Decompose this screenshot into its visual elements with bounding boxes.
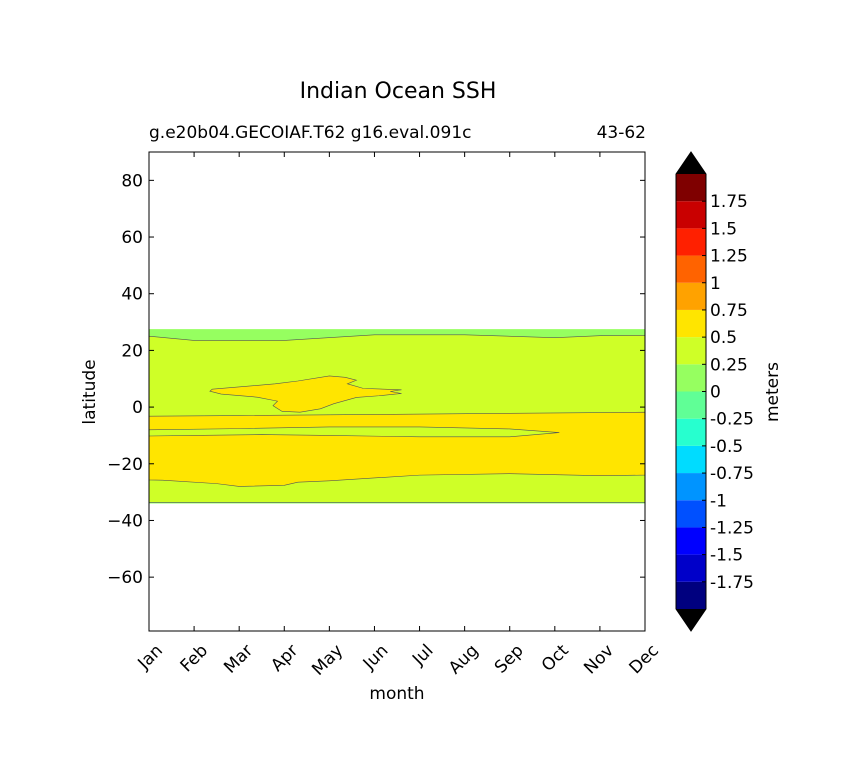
- y-axis-label: latitude: [80, 359, 100, 424]
- x-tick-label: Feb: [177, 641, 212, 676]
- x-tick-label: Mar: [220, 641, 257, 678]
- colorbar-swatch: [676, 337, 706, 365]
- colorbar-swatch: [676, 228, 706, 256]
- ssh-region-3: [149, 426, 560, 438]
- y-axis: 80 60 40 20 0 −20 −40 −60: [107, 171, 645, 588]
- colorbar-swatch: [676, 201, 706, 229]
- y-tick-label: −40: [107, 511, 143, 531]
- colorbar-swatch: [676, 364, 706, 392]
- x-tick-label: May: [308, 641, 347, 680]
- colorbar-outline: [675, 151, 707, 632]
- colorbar-tick-label: -1.5: [710, 546, 743, 566]
- colorbar-tick-label: 0.75: [710, 301, 748, 321]
- colorbar-swatch: [676, 282, 706, 310]
- plot-area: [149, 329, 645, 504]
- y-tick-label: 80: [121, 171, 143, 191]
- x-tick-label: Jan: [134, 641, 167, 674]
- y-tick-label: 20: [121, 341, 143, 361]
- colorbar-tick-label: -0.25: [710, 410, 754, 430]
- colorbar-swatch: [676, 309, 706, 338]
- ssh-region-4: [209, 375, 402, 413]
- colorbar-swatch: [676, 581, 706, 609]
- colorbar-tick-label: 0.25: [710, 355, 748, 375]
- x-tick-label: Aug: [445, 641, 483, 679]
- colorbar-extend-min: [676, 609, 706, 631]
- colorbar-tick-label: 1.25: [710, 247, 748, 267]
- colorbar-tick-label: -1.75: [710, 573, 754, 593]
- x-tick-label: Dec: [626, 641, 663, 678]
- x-tick-label: Apr: [267, 641, 302, 676]
- y-tick-label: 40: [121, 285, 143, 305]
- colorbar-tick-label: 1.5: [710, 219, 737, 239]
- x-tick-label: Jul: [408, 641, 437, 670]
- y-tick-label: 0: [132, 398, 143, 418]
- colorbar-swatch: [676, 554, 706, 582]
- y-tick-label: −20: [107, 455, 143, 475]
- x-tick-label: Nov: [580, 641, 618, 679]
- colorbar-extend-max: [676, 152, 706, 174]
- colorbar-tick-label: 1: [710, 274, 721, 294]
- colorbar-label: meters: [763, 362, 783, 422]
- colorbar-swatch: [676, 391, 706, 419]
- colorbar-swatch: [676, 527, 706, 555]
- colorbar-swatch: [676, 473, 706, 501]
- chart-subtitle-right: 43-62: [597, 123, 646, 143]
- colorbar-swatch: [676, 174, 706, 202]
- colorbar-swatch: [676, 500, 706, 528]
- x-axis-label: month: [369, 684, 424, 704]
- colorbar-tick-label: -1.25: [710, 518, 754, 538]
- x-tick-label: Jun: [359, 641, 393, 675]
- colorbar-swatch: [676, 445, 706, 474]
- colorbar-tick-label: -1: [710, 491, 727, 511]
- y-tick-label: 60: [121, 228, 143, 248]
- colorbar-tick-label: 0: [710, 383, 721, 403]
- x-tick-label: Sep: [491, 641, 528, 678]
- chart-title: Indian Ocean SSH: [300, 79, 497, 104]
- ssh-region-2: [149, 411, 645, 487]
- y-tick-label: −60: [107, 568, 143, 588]
- colorbar-tick-label: -0.75: [710, 464, 754, 484]
- x-tick-label: Oct: [538, 641, 573, 676]
- colorbar-tick-label: 1.75: [710, 192, 748, 212]
- plot-frame: [148, 151, 646, 632]
- colorbar-swatch: [676, 418, 706, 446]
- colorbar-tick-label: -0.5: [710, 437, 743, 457]
- chart-subtitle-left: g.e20b04.GECOIAF.T62 g16.eval.091c: [149, 123, 471, 143]
- colorbar: 1.75 1.5 1.25 1 0.75 0.5 0.25 0 -0.25 -0.5 -0.75 -1…: [675, 151, 754, 632]
- colorbar-swatch: [676, 255, 706, 283]
- colorbar-tick-label: 0.5: [710, 328, 737, 348]
